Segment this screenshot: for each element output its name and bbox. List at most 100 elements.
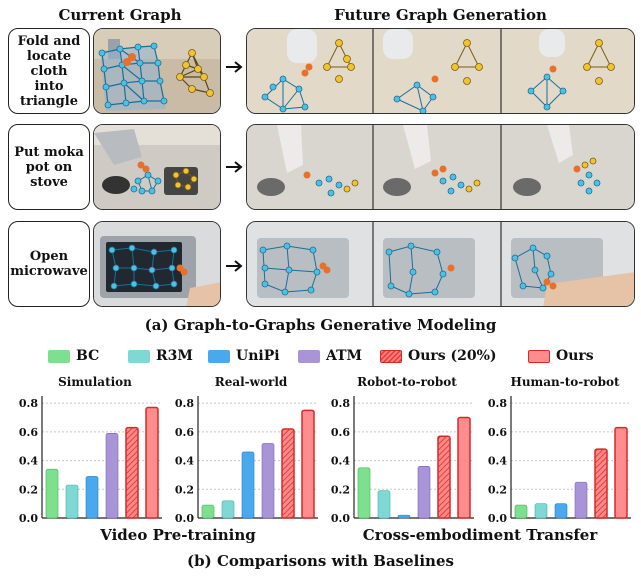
chart-title-robot-to-robot: Robot-to-robot — [357, 375, 457, 389]
bar-charts: 0.00.20.40.60.80.00.20.40.60.80.00.20.40… — [19, 396, 631, 525]
legend-label: Ours — [556, 348, 594, 364]
y-tick-label: 0.0 — [19, 512, 38, 525]
y-tick-label: 0.4 — [19, 455, 38, 468]
task-line: pot on — [25, 159, 73, 175]
legend-label: BC — [76, 348, 100, 364]
legend-swatch — [528, 349, 550, 363]
task-line: Fold and — [17, 33, 81, 49]
legend-swatch — [208, 349, 230, 363]
bar-ours — [145, 406, 159, 519]
y-tick-label: 0.0 — [331, 512, 350, 525]
chart-title-human-to-robot: Human-to-robot — [510, 375, 620, 389]
bar-r3m — [534, 503, 548, 519]
future-graph-header: Future Graph Generation — [334, 6, 547, 24]
bar-r3m — [221, 500, 235, 519]
legend-ours: Ours — [528, 348, 594, 364]
cloth-graph-scene — [94, 29, 220, 113]
task-line: Open — [29, 249, 69, 264]
group-label-video-pretraining: Video Pre-training — [100, 526, 256, 544]
moka-future-frames — [247, 125, 634, 209]
current-image-moka — [93, 124, 221, 210]
arrow-right-icon — [226, 161, 243, 173]
legend-label: UniPi — [236, 348, 280, 364]
y-tick-label: 0.2 — [175, 483, 194, 496]
y-tick-label: 0.2 — [488, 483, 507, 496]
task-line: into — [34, 78, 64, 94]
legend-r3m: R3M — [128, 348, 193, 364]
group-label-cross-embodiment: Cross-embodiment Transfer — [362, 526, 598, 544]
bar-atm — [261, 443, 275, 519]
legend-label: R3M — [156, 348, 193, 364]
task-label-fold-cloth: Fold and locate cloth into triangle — [8, 28, 90, 114]
moka-graph-scene — [94, 125, 220, 209]
chart-title-real-world: Real-world — [214, 375, 288, 389]
y-tick-label: 0.4 — [488, 455, 507, 468]
cloth-future-frames — [247, 29, 634, 113]
bar-ours-20 — [437, 435, 451, 519]
y-tick-label: 0.6 — [19, 426, 38, 439]
bar-atm — [105, 433, 119, 519]
task-line: triangle — [20, 93, 78, 109]
chart-1: 0.0 0.2 0.4 0.6 0.8 — [175, 396, 318, 525]
task-line: microwave — [10, 264, 88, 279]
bar-unipi — [554, 503, 568, 519]
y-tick-label: 0.2 — [19, 483, 38, 496]
legend-atm: ATM — [298, 348, 362, 364]
task-line: stove — [30, 174, 68, 190]
bar-bc — [357, 467, 371, 519]
future-images-cloth — [246, 28, 635, 114]
bar-r3m — [65, 484, 79, 519]
chart-2: 0.0 0.2 0.4 0.6 0.8 — [331, 396, 474, 525]
bar-unipi — [397, 514, 411, 519]
y-tick-label: 0.6 — [488, 426, 507, 439]
caption-a: (a) Graph-to-Graphs Generative Modeling — [144, 316, 497, 334]
legend-ours-20: Ours (20%) — [380, 348, 497, 364]
caption-b: (b) Comparisons with Baselines — [187, 552, 454, 570]
y-tick-label: 0.8 — [19, 397, 38, 410]
bar-ours — [614, 426, 628, 519]
y-tick-label: 0.6 — [175, 426, 194, 439]
chart-3: 0.0 0.2 0.4 0.6 0.8 — [488, 396, 631, 525]
bar-r3m — [377, 490, 391, 519]
bar-unipi — [85, 476, 99, 519]
bar-ours — [301, 409, 315, 519]
microwave-graph-scene — [94, 222, 220, 306]
bar-ours-20 — [281, 428, 295, 519]
microwave-future-frames — [247, 222, 634, 306]
y-tick-label: 0.8 — [175, 397, 194, 410]
y-tick-label: 0.8 — [488, 397, 507, 410]
task-label-moka-pot: Put moka pot on stove — [8, 124, 90, 210]
legend-swatch — [48, 349, 70, 363]
y-tick-label: 0.4 — [175, 455, 194, 468]
y-tick-label: 0.4 — [331, 455, 350, 468]
arrow-right-icon — [226, 61, 243, 73]
bar-unipi — [241, 451, 255, 519]
task-line: Put moka — [14, 144, 84, 160]
y-tick-label: 0.2 — [331, 483, 350, 496]
legend-label: ATM — [326, 348, 363, 364]
legend-unipi: UniPi — [208, 348, 280, 364]
bar-bc — [514, 504, 528, 519]
y-tick-label: 0.8 — [331, 397, 350, 410]
legend-label: Ours (20%) — [408, 348, 497, 364]
current-image-microwave — [93, 221, 221, 307]
bar-bc — [45, 468, 59, 519]
bar-bc — [201, 504, 215, 519]
future-images-microwave — [246, 221, 635, 307]
legend-swatch — [298, 349, 320, 363]
current-graph-header: Current Graph — [58, 6, 182, 24]
arrow-right-icon — [226, 260, 243, 272]
task-label-microwave: Open microwave — [8, 221, 90, 307]
legend-swatch — [128, 349, 150, 363]
future-images-moka — [246, 124, 635, 210]
y-tick-label: 0.0 — [175, 512, 194, 525]
y-tick-label: 0.6 — [331, 426, 350, 439]
chart-0: 0.0 0.2 0.4 0.6 0.8 — [19, 396, 162, 525]
legend-swatch — [380, 349, 402, 363]
legend-bc: BC — [48, 348, 99, 364]
current-image-cloth — [93, 28, 221, 114]
y-tick-label: 0.0 — [488, 512, 507, 525]
chart-title-simulation: Simulation — [58, 375, 132, 389]
bar-ours — [457, 416, 471, 519]
task-line: locate cloth — [26, 48, 72, 79]
